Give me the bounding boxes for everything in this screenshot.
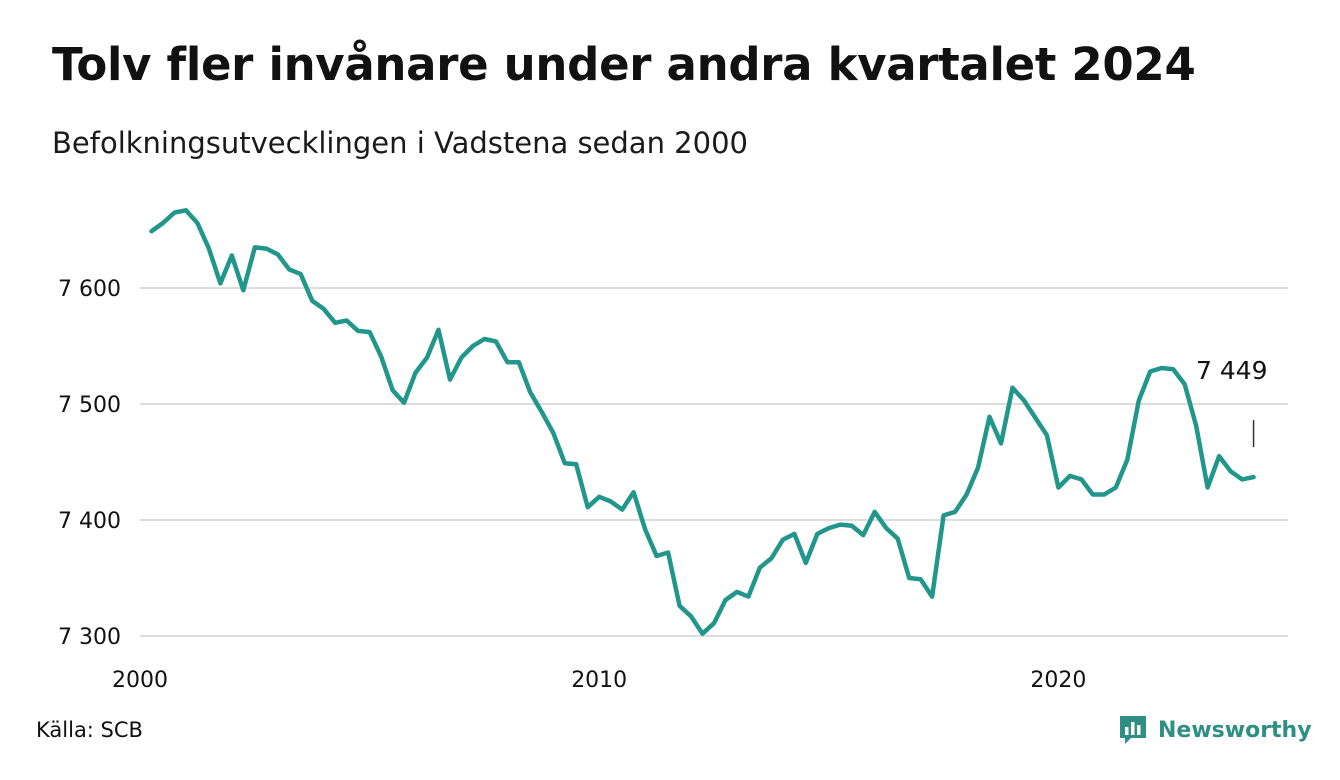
y-axis-tick-labels: 7 300 7 400 7 500 7 600	[58, 277, 121, 650]
x-tick-label: 2010	[571, 668, 627, 693]
y-tick-label: 7 500	[58, 393, 121, 418]
y-tick-label: 7 300	[58, 625, 121, 650]
chart-title: Tolv fler invånare under andra kvartalet…	[52, 38, 1196, 91]
chart-subtitle: Befolkningsutvecklingen i Vadstena sedan…	[52, 126, 748, 160]
source-label: Källa: SCB	[36, 718, 143, 742]
y-tick-label: 7 400	[58, 509, 121, 534]
series-line	[149, 208, 1256, 636]
annotation-label: 7 449	[1196, 356, 1268, 385]
chat-bar-chart-icon	[1118, 714, 1148, 746]
x-tick-label: 2020	[1030, 668, 1086, 693]
y-tick-label: 7 600	[58, 277, 121, 302]
brand-logo: Newsworthy	[1118, 712, 1312, 748]
series-layer	[149, 208, 1256, 636]
gridlines	[140, 287, 1288, 637]
x-axis-tick-labels: 2000 2010 2020	[112, 668, 1086, 693]
x-tick-label: 2000	[112, 668, 168, 693]
annotation-layer: 7 449	[1196, 356, 1268, 448]
brand-name: Newsworthy	[1158, 717, 1312, 743]
